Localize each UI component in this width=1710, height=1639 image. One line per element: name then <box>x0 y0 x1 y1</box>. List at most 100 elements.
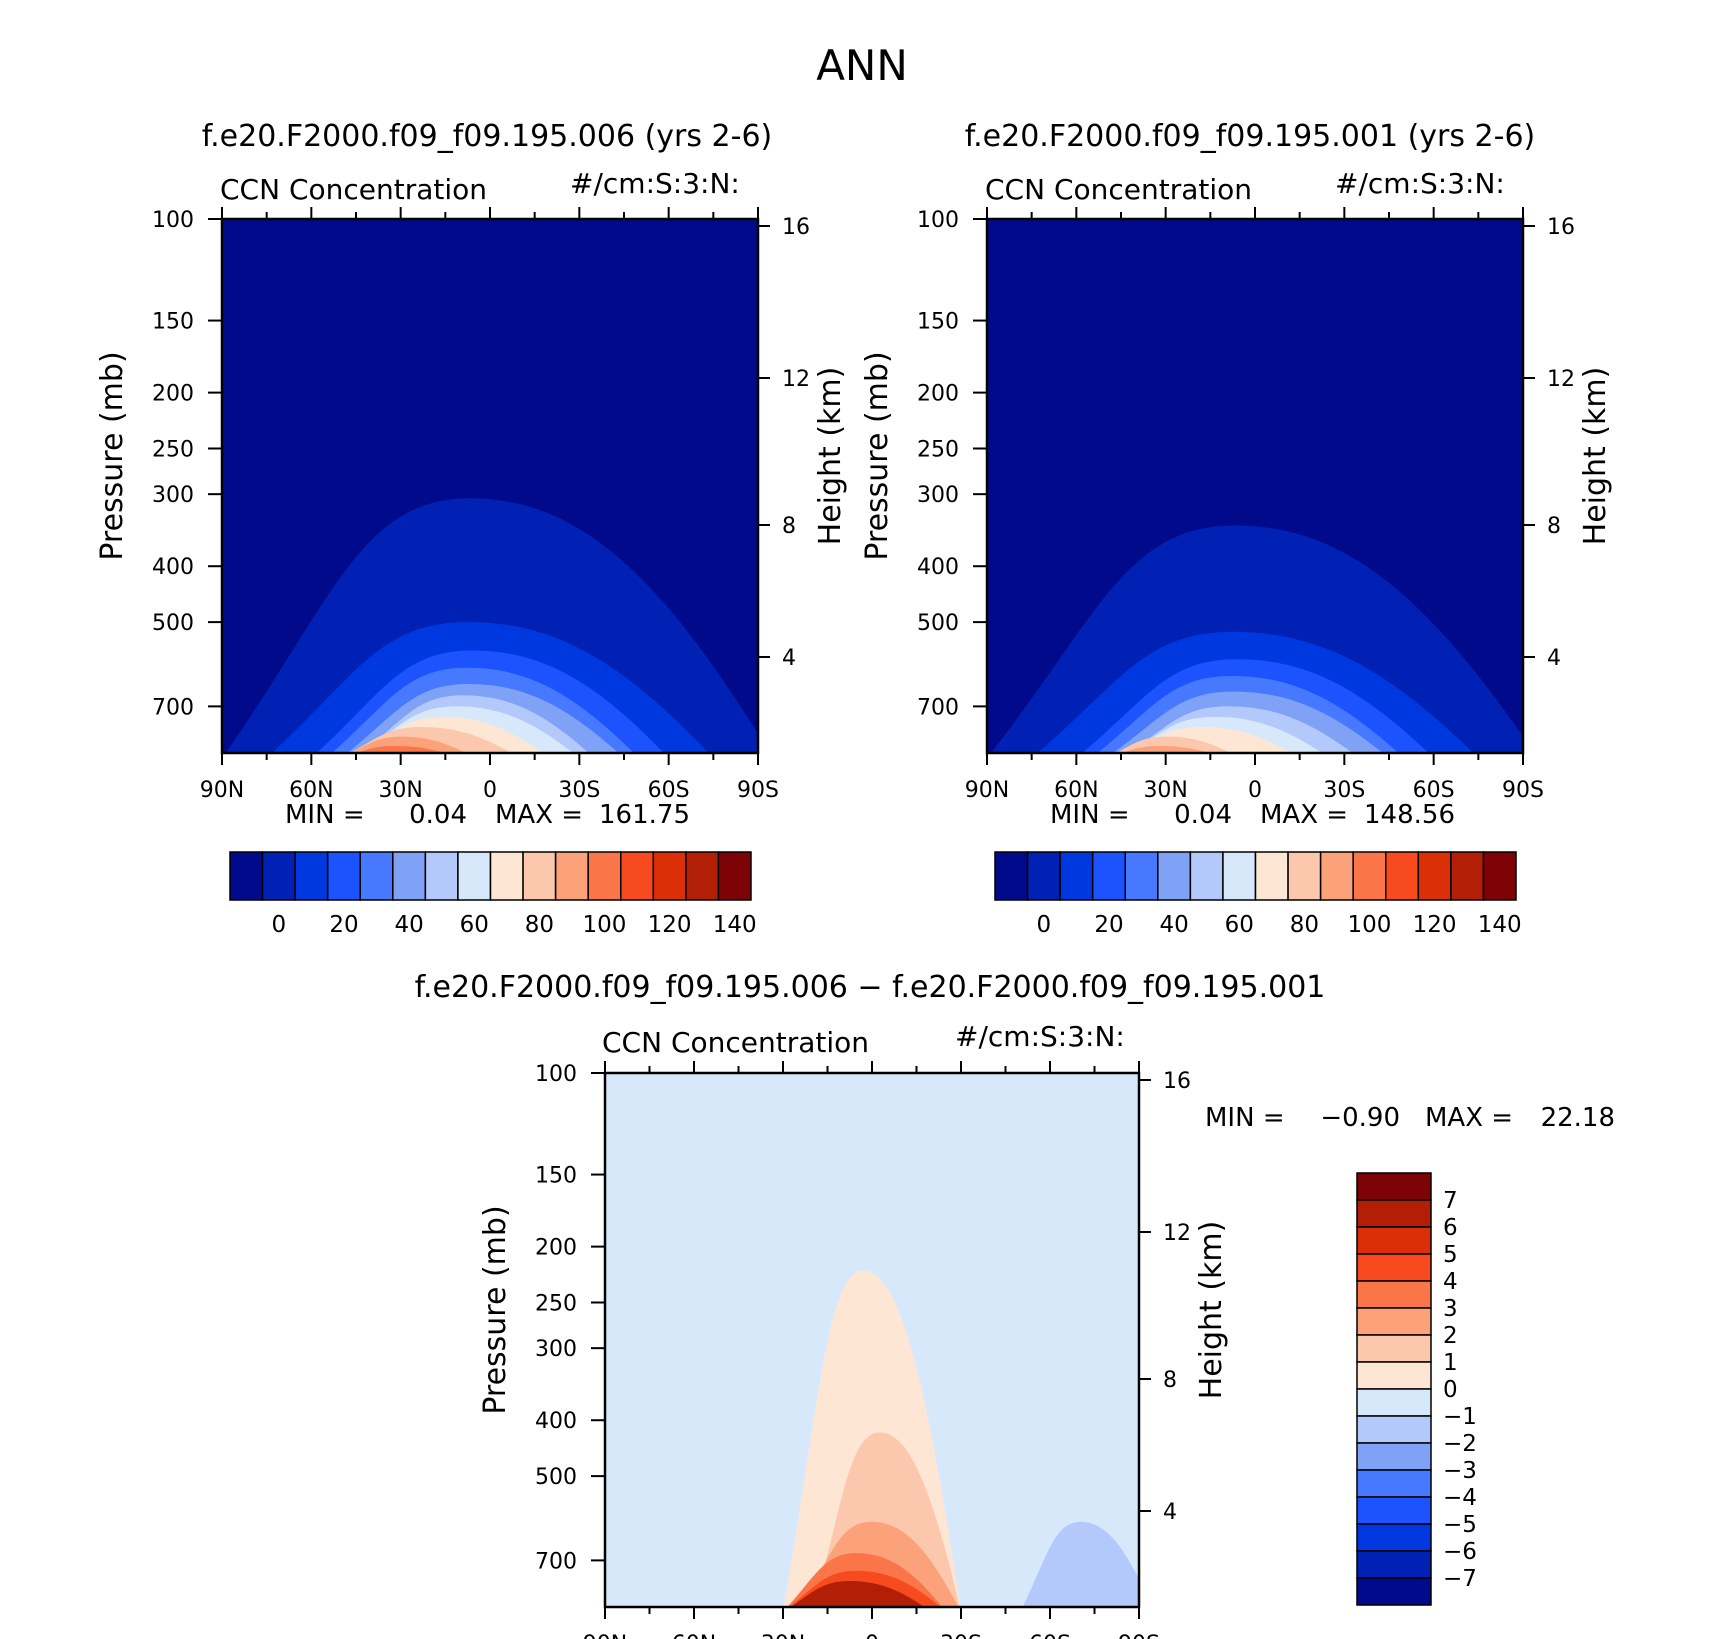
y-axis-right-label: Height (km) <box>1194 1221 1229 1400</box>
colorbar-swatch-11 <box>1352 851 1387 901</box>
colorbar-label-5: 2 <box>1443 1323 1458 1349</box>
colorbar-label-4: 80 <box>1290 912 1319 938</box>
colorbar-swatch-4 <box>359 851 394 901</box>
y-tick-label-4: 300 <box>535 1337 577 1362</box>
y-tick-label-2: 200 <box>535 1236 577 1261</box>
x-tick-label-3: 0 <box>865 1632 879 1639</box>
panel-2-max-value: 148.56 <box>1364 800 1455 830</box>
panel-2-max-label: MAX = <box>1260 800 1348 830</box>
colorbar-swatch-7 <box>1356 1361 1432 1390</box>
x-tick-label-3: 0 <box>483 778 497 803</box>
colorbar-swatch-14 <box>1450 851 1485 901</box>
x-tick-label-6: 90S <box>1502 778 1544 803</box>
y-tick-label-1: 150 <box>152 310 194 335</box>
colorbar-swatch-13 <box>652 851 687 901</box>
colorbar-swatch-6 <box>1189 851 1224 901</box>
colorbar-swatch-7 <box>457 851 492 901</box>
colorbar-label-2: 5 <box>1443 1242 1458 1268</box>
panel-1-field-label: CCN Concentration <box>220 173 487 206</box>
colorbar-swatch-15 <box>1482 851 1517 901</box>
y-tick-label-4: 300 <box>152 483 194 508</box>
colorbar-label-7: 0 <box>1443 1377 1458 1403</box>
colorbar-swatch-10 <box>1319 851 1354 901</box>
colorbar-swatch-11 <box>587 851 622 901</box>
panel-1-min-label: MIN = <box>285 800 365 830</box>
colorbar-label-1: 6 <box>1443 1215 1458 1241</box>
panel-3-units: #/cm:S:3:N: <box>955 1020 1125 1053</box>
y-right-tick-label-1: 12 <box>782 367 810 392</box>
colorbar-swatch-9 <box>522 851 557 901</box>
panel-2-plot-area <box>987 219 1523 753</box>
y-tick-label-6: 500 <box>917 611 959 636</box>
x-tick-label-1: 60N <box>1054 778 1098 803</box>
y-tick-label-1: 150 <box>535 1164 577 1189</box>
colorbar-swatch-9 <box>1287 851 1322 901</box>
x-tick-label-1: 60N <box>289 778 333 803</box>
colorbar-swatch-6 <box>1356 1334 1432 1363</box>
panel-2: f.e20.F2000.f09_f09.195.001 (yrs 2-6) CC… <box>860 119 1613 938</box>
figure-title: ANN <box>816 41 908 90</box>
panel-3-min-value: −0.90 <box>1320 1103 1400 1133</box>
colorbar-label-4: 80 <box>525 912 554 938</box>
colorbar-swatch-5 <box>392 851 427 901</box>
colorbar-label-1: 20 <box>329 912 358 938</box>
colorbar-swatch-1 <box>1356 1199 1432 1228</box>
y-axis-label: Pressure (mb) <box>95 351 130 560</box>
y-tick-label-4: 300 <box>917 483 959 508</box>
colorbar-label-8: −1 <box>1443 1404 1477 1430</box>
colorbar-label-4: 3 <box>1443 1296 1458 1322</box>
x-tick-label-0: 90N <box>965 778 1009 803</box>
y-right-tick-label-3: 4 <box>1547 646 1561 671</box>
y-tick-label-7: 700 <box>917 695 959 720</box>
x-tick-label-1: 60N <box>672 1632 716 1639</box>
y-tick-label-6: 500 <box>152 611 194 636</box>
panel-3-title: f.e20.F2000.f09_f09.195.006 − f.e20.F200… <box>415 970 1326 1005</box>
colorbar-label-3: 60 <box>460 912 489 938</box>
colorbar-label-0: 0 <box>1037 912 1052 938</box>
colorbar-swatch-4 <box>1356 1280 1432 1309</box>
panel-3-plot-area <box>605 1073 1139 1607</box>
colorbar-swatch-10 <box>554 851 589 901</box>
panel-2-units: #/cm:S:3:N: <box>1335 167 1505 200</box>
x-tick-label-6: 90S <box>737 778 779 803</box>
contour-band-7 <box>790 1580 925 1607</box>
colorbar-swatch-13 <box>1356 1523 1432 1552</box>
contour-layer <box>987 219 1523 753</box>
panel-1-axes: 100 150 200 250 300 400 500 700 16 12 8 4 90N 60N 30N 0… <box>95 207 848 803</box>
colorbar-swatch-12 <box>1385 851 1420 901</box>
colorbar-swatch-15 <box>1356 1577 1432 1606</box>
panel-1-min-value: 0.04 <box>409 800 467 830</box>
colorbar-swatch-0 <box>229 851 264 901</box>
panel-3: f.e20.F2000.f09_f09.195.006 − f.e20.F200… <box>415 970 1615 1639</box>
colorbar-label-9: −2 <box>1443 1431 1477 1457</box>
colorbar-swatch-3 <box>1356 1253 1432 1282</box>
contour-band-9 <box>1121 746 1210 753</box>
x-tick-label-5: 60S <box>1413 778 1455 803</box>
y-tick-label-7: 700 <box>152 695 194 720</box>
y-tick-label-6: 500 <box>535 1465 577 1490</box>
colorbar-label-3: 4 <box>1443 1269 1458 1295</box>
panel-2-axes: 100 150 200 250 300 400 500 700 16 12 8 4 90N 60N 30N 0… <box>860 207 1613 803</box>
colorbar-swatch-8 <box>1356 1388 1432 1417</box>
colorbar-swatch-13 <box>1417 851 1452 901</box>
y-right-tick-label-3: 4 <box>782 646 796 671</box>
y-tick-label-0: 100 <box>152 208 194 233</box>
contour-band-1 <box>1022 1521 1139 1607</box>
y-right-tick-label-0: 16 <box>782 215 810 240</box>
colorbar-swatch-2 <box>1356 1226 1432 1255</box>
y-right-tick-label-3: 4 <box>1163 1500 1177 1525</box>
colorbar-swatch-0 <box>994 851 1029 901</box>
colorbar-swatch-1 <box>1026 851 1061 901</box>
y-right-tick-label-2: 8 <box>1547 514 1561 539</box>
y-tick-label-0: 100 <box>535 1062 577 1087</box>
colorbar-swatch-5 <box>1356 1307 1432 1336</box>
colorbar-swatch-3 <box>326 851 361 901</box>
y-right-tick-label-0: 16 <box>1547 215 1575 240</box>
panel-3-field-label: CCN Concentration <box>602 1026 869 1059</box>
contour-band-10 <box>356 746 445 753</box>
panel-3-axes: 100 150 200 250 300 400 500 700 16 12 8 4 90N 60N 30N 0… <box>478 1061 1229 1639</box>
colorbar-label-13: −6 <box>1443 1539 1477 1565</box>
colorbar-label-3: 60 <box>1225 912 1254 938</box>
colorbar-label-0: 7 <box>1443 1188 1458 1214</box>
